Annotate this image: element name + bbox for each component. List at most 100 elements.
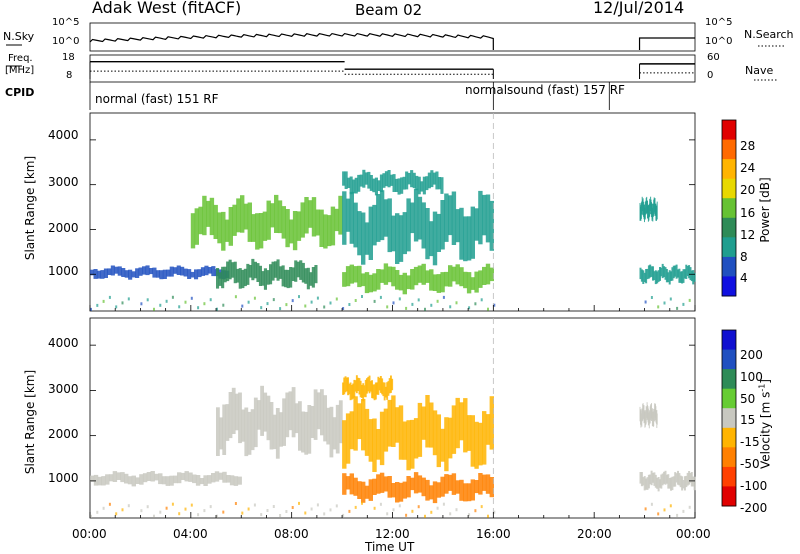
- velocity-scatter-cell: [410, 477, 415, 491]
- velocity-scatter-cell: [169, 475, 174, 486]
- power-speckle: [386, 305, 389, 309]
- power-scatter-cell: [383, 199, 389, 237]
- velocity-scatter-cell: [353, 396, 358, 451]
- power-scatter-cell: [103, 268, 108, 278]
- power-scatter-cell: [410, 202, 415, 234]
- power-scatter-cell: [308, 200, 313, 228]
- power-scatter-cell: [197, 269, 202, 278]
- velocity-scatter-cell: [358, 378, 361, 395]
- velocity-scatter-cell: [413, 472, 419, 494]
- velocity-speckle: [247, 507, 250, 511]
- velocity-scatter-cell: [241, 409, 246, 442]
- power-scatter-cell: [338, 195, 343, 235]
- velocity-scatter-cell: [282, 398, 286, 446]
- velocity-scatter-cell: [685, 475, 688, 488]
- vel-ytick: 3000: [48, 382, 79, 396]
- power-scatter-cell: [379, 174, 383, 192]
- velocity-scatter-cell: [373, 384, 376, 401]
- power-scatter-cell: [334, 208, 339, 232]
- velocity-scatter-cell: [304, 411, 309, 455]
- velocity-scatter-cell: [384, 386, 387, 398]
- velocity-scatter-cell: [301, 411, 305, 453]
- velocity-scatter-cell: [678, 473, 681, 486]
- x-tick-label: 08:00: [274, 527, 309, 541]
- velocity-scatter-cell: [367, 376, 370, 392]
- velocity-speckle: [329, 508, 332, 512]
- power-scatter-cell: [315, 209, 320, 236]
- velocity-scatter-cell: [646, 477, 649, 490]
- velocity-scatter-cell: [257, 400, 261, 430]
- power-scatter-cell: [124, 270, 129, 278]
- velocity-colorbar-swatch: [722, 408, 736, 429]
- power-scatter-cell: [349, 191, 354, 244]
- power-speckle: [449, 305, 452, 309]
- power-scatter-cell: [646, 268, 649, 280]
- power-scatter-cell: [485, 194, 491, 243]
- velocity-scatter-cell: [357, 403, 362, 440]
- velocity-scatter-cell: [234, 393, 239, 431]
- velocity-scatter-cell: [679, 475, 682, 488]
- power-scatter-cell: [279, 266, 283, 279]
- velocity-speckle: [178, 512, 181, 516]
- velocity-scatter-cell: [391, 378, 394, 391]
- velocity-scatter-cell: [199, 478, 205, 485]
- power-speckle: [171, 295, 174, 299]
- velocity-scatter-cell: [444, 474, 449, 494]
- velocity-scatter-cell: [279, 412, 283, 447]
- vel-cb-tick: -200: [740, 501, 768, 515]
- power-scatter-cell: [489, 267, 494, 282]
- power-scatter-cell: [437, 177, 441, 190]
- power-scatter-cell: [256, 263, 260, 282]
- velocity-speckle: [455, 508, 458, 512]
- velocity-scatter-cell: [683, 476, 686, 491]
- power-scatter-cell: [217, 212, 222, 244]
- power-scatter-cell: [398, 215, 404, 262]
- velocity-scatter-cell: [350, 384, 353, 400]
- power-scatter-cell: [369, 175, 373, 191]
- velocity-scatter-cell: [421, 477, 426, 497]
- velocity-scatter-cell: [440, 428, 445, 462]
- power-scatter-cell: [382, 173, 386, 188]
- velocity-scatter-cell: [211, 473, 216, 483]
- power-scatter-cell: [372, 178, 376, 193]
- power-scatter-cell: [342, 191, 347, 245]
- velocity-colorbar-frame: [721, 329, 737, 507]
- velocity-speckle: [165, 506, 168, 510]
- power-scatter-cell: [296, 211, 302, 241]
- power-speckle: [392, 301, 395, 305]
- power-speckle: [127, 297, 130, 301]
- velocity-speckle: [392, 508, 395, 512]
- power-scatter-cell: [690, 270, 693, 282]
- velocity-scatter-cell: [298, 401, 302, 451]
- velocity-scatter-cell: [387, 399, 392, 447]
- power-scatter-cell: [432, 274, 438, 291]
- velocity-scatter-cell: [368, 479, 373, 501]
- power-scatter-cell: [218, 272, 222, 286]
- power-colorbar-swatch: [722, 198, 736, 219]
- power-speckle: [140, 302, 143, 306]
- date-label: 12/Jul/2014: [593, 0, 685, 17]
- power-scatter-cell: [661, 263, 664, 279]
- nsearch-tick-top: 10^5: [705, 17, 733, 28]
- velocity-speckle: [115, 512, 118, 516]
- power-scatter-cell: [681, 271, 684, 284]
- nsky-label: N.Sky: [3, 30, 35, 43]
- power-scatter-cell: [261, 271, 265, 286]
- power-colorbar-swatch: [722, 237, 736, 258]
- power-speckle: [203, 302, 206, 306]
- velocity-scatter-cell: [237, 476, 242, 485]
- velocity-scatter-cell: [376, 429, 381, 460]
- power-speckle: [234, 295, 237, 299]
- velocity-scatter-cell: [90, 475, 95, 482]
- power-scatter-cell: [470, 277, 475, 290]
- power-speckle: [285, 303, 288, 307]
- power-colorbar-frame: [721, 119, 737, 297]
- power-scatter-cell: [485, 263, 491, 285]
- vel-ytick: 2000: [48, 427, 79, 441]
- velocity-scatter-cell: [294, 403, 299, 434]
- power-scatter-cell: [354, 177, 358, 194]
- velocity-scatter-cell: [478, 422, 483, 466]
- velocity-scatter-cell: [184, 471, 189, 482]
- velocity-scatter-cell: [260, 385, 264, 436]
- power-scatter-cell: [686, 265, 689, 277]
